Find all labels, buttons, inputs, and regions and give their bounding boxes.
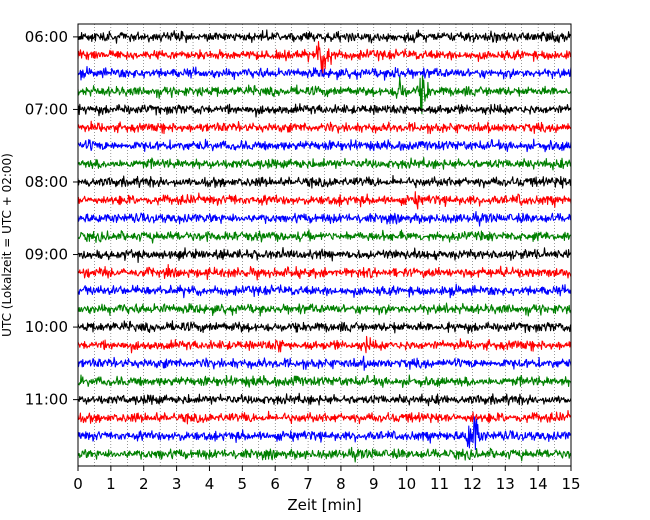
y-axis: 06:00 07:00 08:00 09:00 10:00 11:00 bbox=[25, 28, 78, 409]
y-axis-label: UTC (Lokalzeit = UTC + 02:00) bbox=[0, 153, 14, 337]
y-tick-label: 06:00 bbox=[25, 28, 68, 46]
x-tick-label: 14 bbox=[529, 475, 548, 493]
trace-row-1030 bbox=[77, 355, 572, 371]
y-tick-label: 11:00 bbox=[25, 391, 68, 409]
y-tick-label: 09:00 bbox=[25, 246, 68, 264]
trace-row-0600 bbox=[78, 29, 572, 44]
x-tick-label: 9 bbox=[369, 475, 379, 493]
trace-row-0945 bbox=[77, 302, 572, 317]
trace-rows bbox=[77, 29, 572, 463]
trace-row-0900 bbox=[77, 247, 571, 264]
plot-frame bbox=[77, 23, 572, 467]
x-tick-label: 10 bbox=[397, 475, 416, 493]
trace-row-0745 bbox=[77, 156, 572, 171]
trace-row-1000 bbox=[77, 320, 572, 334]
trace-row-1015 bbox=[77, 335, 572, 354]
trace-row-1045 bbox=[77, 374, 572, 388]
x-tick-label: 11 bbox=[430, 475, 449, 493]
x-tick-label: 4 bbox=[205, 475, 215, 493]
trace-row-0645 bbox=[77, 75, 572, 115]
trace-row-0615 bbox=[77, 40, 572, 76]
x-tick-label: 6 bbox=[270, 475, 280, 493]
x-tick-label: 5 bbox=[238, 475, 248, 493]
trace-row-0715 bbox=[77, 120, 572, 135]
trace-row-0700 bbox=[77, 103, 572, 118]
trace-row-0930 bbox=[77, 283, 572, 299]
trace-row-1145 bbox=[77, 446, 572, 463]
x-tick-label: 7 bbox=[303, 475, 313, 493]
x-axis: 0 1 2 3 4 5 6 7 8 9 10 11 12 13 14 15 bbox=[73, 466, 581, 493]
trace-row-0830 bbox=[77, 211, 572, 227]
x-tick-label: 2 bbox=[139, 475, 149, 493]
trace-row-0915 bbox=[77, 263, 572, 281]
x-axis-label: Zeit [min] bbox=[287, 496, 361, 514]
trace-row-0630 bbox=[77, 66, 572, 81]
trace-row-0845 bbox=[77, 229, 572, 244]
trace-row-1115 bbox=[77, 410, 572, 425]
y-tick-label: 10:00 bbox=[25, 318, 68, 336]
trace-row-0800 bbox=[77, 174, 572, 189]
trace-row-1130 bbox=[77, 416, 572, 451]
y-tick-label: 08:00 bbox=[25, 173, 68, 191]
trace-row-0730 bbox=[77, 138, 572, 153]
x-tick-label: 13 bbox=[496, 475, 515, 493]
x-tick-label: 0 bbox=[73, 475, 83, 493]
x-tick-label: 3 bbox=[172, 475, 182, 493]
x-tick-label: 12 bbox=[463, 475, 482, 493]
x-tick-label: 15 bbox=[561, 475, 580, 493]
x-tick-label: 8 bbox=[336, 475, 346, 493]
trace-row-0815 bbox=[77, 191, 572, 210]
x-tick-label: 1 bbox=[106, 475, 116, 493]
y-tick-label: 07:00 bbox=[25, 100, 68, 118]
trace-row-1100 bbox=[77, 392, 572, 407]
